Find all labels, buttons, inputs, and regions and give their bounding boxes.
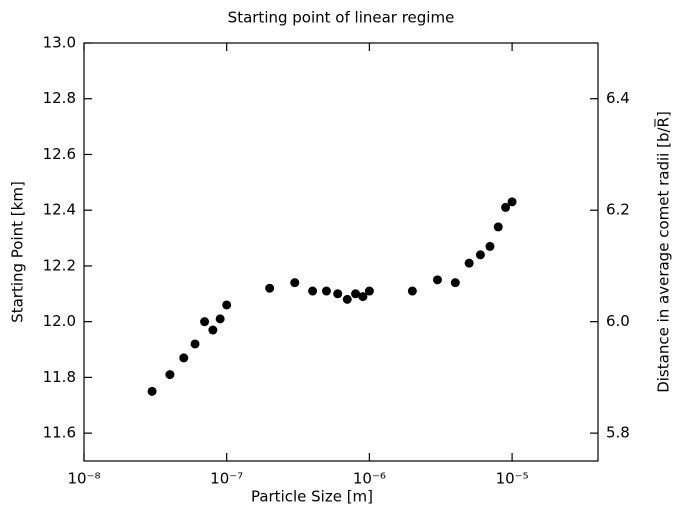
- point: [165, 370, 175, 380]
- point: [308, 286, 318, 296]
- y-tick-label: 13.0: [43, 34, 76, 52]
- point: [265, 283, 275, 293]
- point: [464, 258, 474, 268]
- y-axis-label: Starting Point [km]: [9, 181, 27, 323]
- point: [407, 286, 417, 296]
- point: [179, 353, 189, 363]
- point: [501, 202, 511, 212]
- point: [493, 222, 503, 232]
- x-tick-label: 10⁻⁸: [67, 470, 100, 488]
- y2-tick-label: 6.4: [606, 89, 630, 107]
- y-tick-label: 11.8: [43, 368, 76, 386]
- y2-tick-label: 6.2: [606, 201, 630, 219]
- x-axis-label: Particle Size [m]: [251, 488, 373, 506]
- point: [215, 314, 225, 324]
- plot-frame: [83, 42, 599, 462]
- point: [190, 339, 200, 349]
- point: [222, 300, 232, 310]
- y-tick-label: 12.8: [43, 89, 76, 107]
- y2-tick-label: 6.0: [606, 312, 630, 330]
- point: [507, 197, 517, 207]
- point: [364, 286, 374, 296]
- point: [351, 289, 361, 299]
- point: [208, 325, 218, 335]
- point: [358, 292, 368, 302]
- y-tick-label: 11.6: [43, 424, 76, 442]
- point: [290, 278, 300, 288]
- y-tick-label: 12.0: [43, 312, 76, 330]
- point: [342, 294, 352, 304]
- x-tick-label: 10⁻⁵: [496, 470, 529, 488]
- point: [432, 275, 442, 285]
- point: [321, 286, 331, 296]
- point: [475, 250, 485, 260]
- x-tick-label: 10⁻⁷: [210, 470, 243, 488]
- point: [485, 241, 495, 251]
- point: [450, 278, 460, 288]
- chart-title: Starting point of linear regime: [228, 9, 455, 27]
- y-tick-label: 12.4: [43, 201, 76, 219]
- point: [200, 317, 210, 327]
- y-tick-label: 12.6: [43, 145, 76, 163]
- x-tick-label: 10⁻⁶: [353, 470, 386, 488]
- y-tick-label: 12.2: [43, 256, 76, 274]
- y2-tick-label: 5.8: [606, 424, 630, 442]
- point: [147, 386, 157, 396]
- y2-axis-label: Distance in average comet radii [b/R̅]: [654, 111, 673, 393]
- point: [333, 289, 343, 299]
